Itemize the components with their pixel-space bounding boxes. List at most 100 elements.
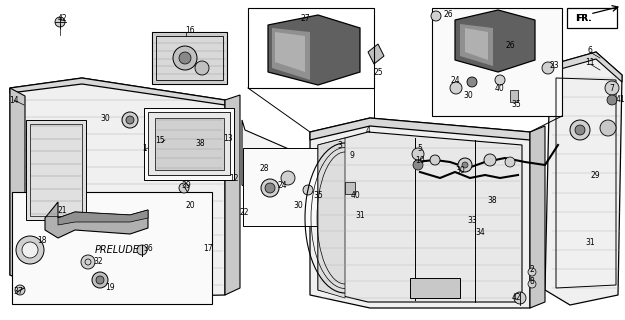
Bar	[248, 8, 374, 88]
Text: 5: 5	[418, 143, 422, 153]
Circle shape	[505, 157, 515, 167]
Text: 7: 7	[609, 84, 614, 92]
Text: 15: 15	[155, 135, 165, 145]
Polygon shape	[10, 78, 225, 105]
Text: 42: 42	[511, 293, 521, 302]
Text: 14: 14	[9, 95, 19, 105]
Text: 36: 36	[143, 244, 153, 252]
Text: 30: 30	[293, 201, 303, 210]
Text: 6: 6	[588, 45, 592, 54]
Text: 35: 35	[313, 190, 323, 199]
Circle shape	[281, 171, 295, 185]
Bar	[410, 278, 460, 298]
Bar	[144, 108, 234, 180]
Text: 9: 9	[349, 150, 354, 159]
Text: 26: 26	[443, 10, 452, 19]
Text: 32: 32	[93, 258, 103, 267]
Text: 12: 12	[229, 173, 239, 182]
Polygon shape	[242, 120, 360, 195]
Text: 24: 24	[277, 180, 287, 189]
Circle shape	[173, 46, 197, 70]
Circle shape	[179, 52, 191, 64]
Text: 33: 33	[467, 215, 477, 225]
Circle shape	[528, 268, 536, 276]
Bar	[152, 32, 227, 84]
Circle shape	[542, 62, 554, 74]
Circle shape	[514, 292, 526, 304]
Circle shape	[450, 82, 462, 94]
Text: 1: 1	[142, 143, 148, 153]
Circle shape	[96, 276, 104, 284]
Text: 16: 16	[185, 26, 195, 35]
Circle shape	[195, 61, 209, 75]
Text: 22: 22	[239, 207, 249, 217]
Text: 40: 40	[495, 84, 505, 92]
Circle shape	[15, 285, 25, 295]
Text: 2: 2	[529, 266, 534, 275]
Circle shape	[261, 179, 279, 197]
Text: 11: 11	[585, 58, 595, 67]
Polygon shape	[318, 138, 345, 298]
Text: 25: 25	[373, 68, 382, 76]
Circle shape	[605, 81, 619, 95]
Text: 21: 21	[58, 205, 67, 214]
Text: 31: 31	[585, 237, 595, 246]
Circle shape	[179, 183, 189, 193]
Text: 19: 19	[105, 284, 115, 292]
Circle shape	[126, 116, 134, 124]
Text: 31: 31	[355, 211, 365, 220]
Circle shape	[484, 154, 496, 166]
Text: 37: 37	[13, 287, 23, 297]
Text: 38: 38	[195, 139, 205, 148]
Text: 3: 3	[338, 140, 342, 149]
Polygon shape	[45, 202, 148, 238]
Polygon shape	[155, 118, 224, 170]
Circle shape	[462, 162, 468, 168]
Polygon shape	[10, 88, 25, 282]
Text: 23: 23	[549, 60, 559, 69]
Bar	[510, 90, 518, 102]
Circle shape	[137, 245, 147, 255]
Text: 30: 30	[463, 91, 473, 100]
Polygon shape	[272, 28, 310, 80]
Text: 18: 18	[38, 236, 47, 244]
Circle shape	[528, 280, 536, 288]
Text: 39: 39	[181, 180, 191, 189]
Bar	[432, 8, 562, 116]
Circle shape	[16, 236, 44, 264]
Polygon shape	[275, 32, 305, 72]
Circle shape	[55, 17, 65, 27]
Text: 8: 8	[529, 277, 534, 286]
Text: 35: 35	[511, 100, 521, 108]
Bar	[26, 120, 86, 220]
Text: 24: 24	[450, 76, 460, 84]
Circle shape	[413, 160, 423, 170]
Polygon shape	[318, 132, 522, 302]
Text: PRELUDE: PRELUDE	[94, 245, 139, 255]
Circle shape	[412, 148, 424, 160]
Circle shape	[265, 183, 275, 193]
Text: 28: 28	[259, 164, 269, 172]
Polygon shape	[10, 78, 225, 298]
Polygon shape	[225, 95, 240, 295]
Polygon shape	[268, 15, 360, 85]
Text: FR.: FR.	[576, 13, 591, 22]
Text: 26: 26	[505, 41, 515, 50]
Text: 42: 42	[58, 13, 67, 22]
Text: 40: 40	[351, 190, 361, 199]
Circle shape	[81, 255, 95, 269]
Circle shape	[430, 155, 440, 165]
Text: 38: 38	[487, 196, 497, 204]
Circle shape	[495, 75, 505, 85]
Text: 30: 30	[455, 165, 465, 174]
Circle shape	[570, 120, 590, 140]
Polygon shape	[368, 44, 384, 64]
Circle shape	[303, 185, 313, 195]
Text: 13: 13	[223, 133, 232, 142]
Circle shape	[467, 77, 477, 87]
Polygon shape	[310, 118, 530, 140]
Bar	[567, 8, 617, 28]
Circle shape	[575, 125, 585, 135]
Polygon shape	[58, 210, 148, 225]
Polygon shape	[530, 126, 545, 308]
